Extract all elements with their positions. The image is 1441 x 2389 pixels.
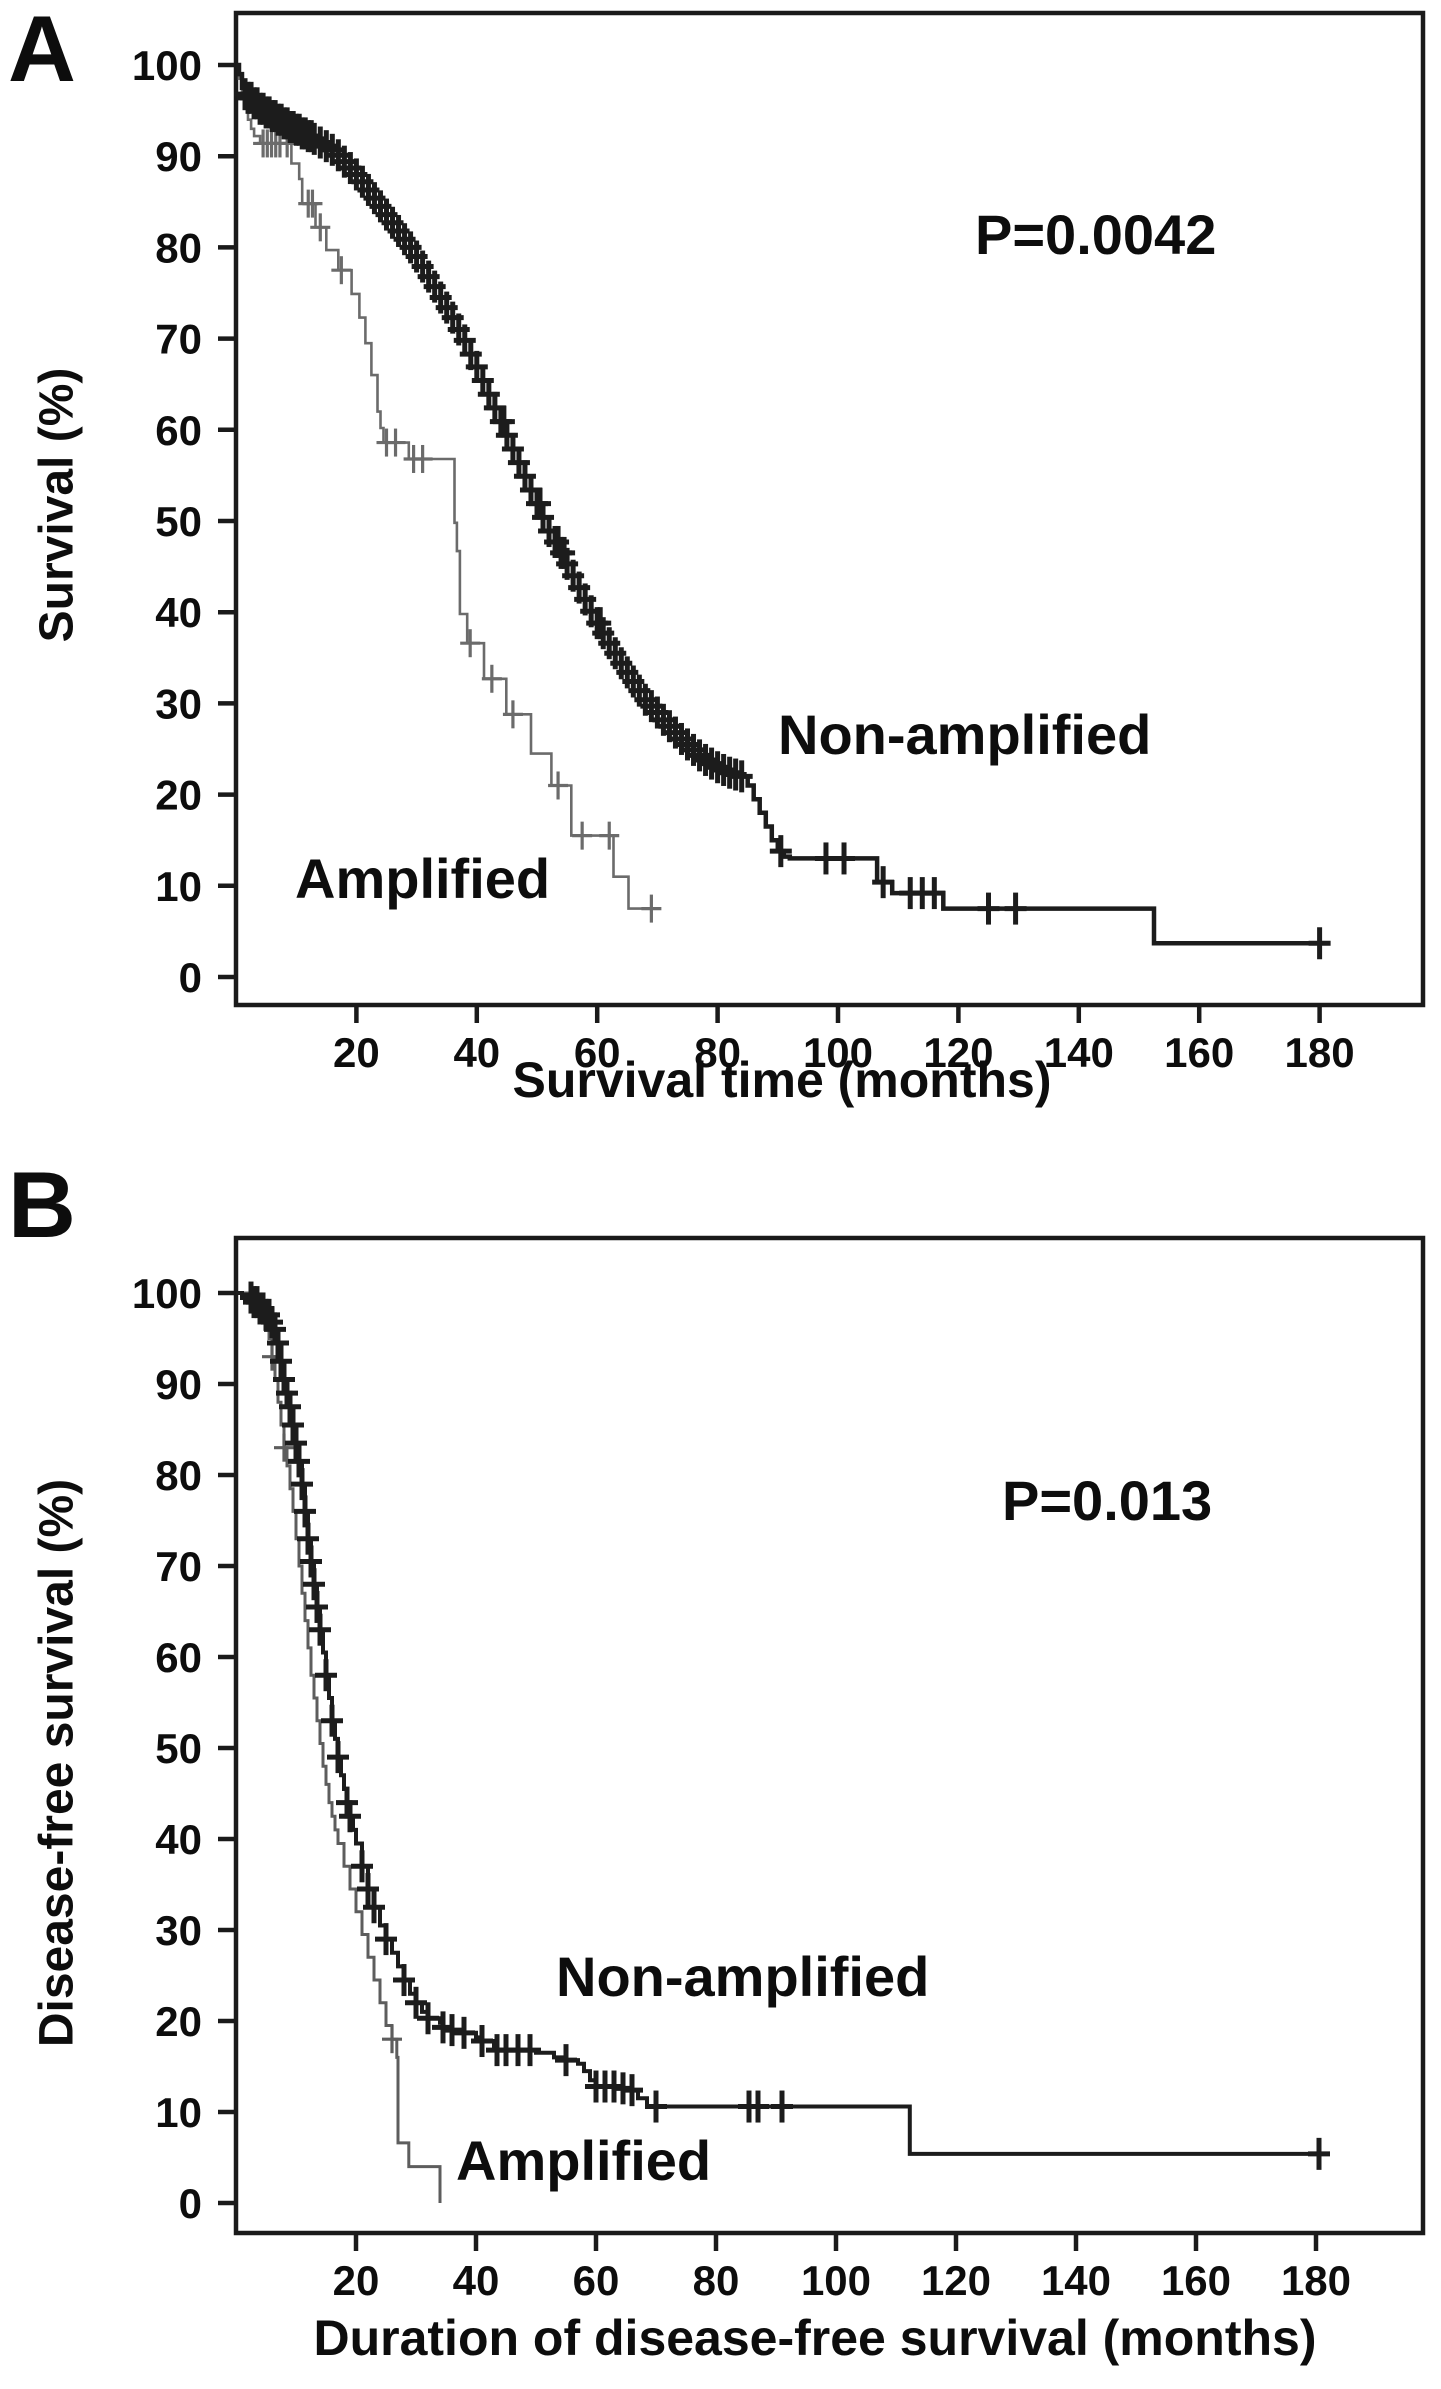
panel-b-x-tick-label: 140 [1041, 2257, 1111, 2304]
panel-b-curve-non-amplified [236, 1291, 1322, 2156]
panel-b-x-tick-label: 80 [693, 2257, 740, 2304]
panel-b-x-tick-label: 180 [1281, 2257, 1351, 2304]
panel-a-plot-border [233, 10, 1426, 1008]
panel-a-y-tick-label: 0 [179, 954, 202, 1001]
panel-a-x-tick-label: 120 [923, 1029, 993, 1076]
panel-b-y-tick-label: 70 [155, 1543, 202, 1590]
panel-a-y-tick-label: 60 [155, 407, 202, 454]
panel-a-y-tick-label: 90 [155, 133, 202, 180]
panel-b-x-tick-label: 100 [801, 2257, 871, 2304]
panel-b-p-value: P=0.013 [1002, 1469, 1213, 1532]
panel-a-x-tick-label: 80 [694, 1029, 741, 1076]
panel-b-plot-border [233, 1235, 1426, 2236]
panel-b-y-tick-label: 0 [179, 2180, 202, 2227]
panel-b-x-tick-label: 60 [573, 2257, 620, 2304]
panel-a-curve-amplified [236, 63, 658, 910]
panel-a-y-tick-label: 80 [155, 224, 202, 271]
panel-a-y-tick-label: 30 [155, 680, 202, 727]
panel-b-y-axis-title: Disease-free survival (%) [30, 1478, 84, 2048]
panel-a-x-tick-label: 140 [1044, 1029, 1114, 1076]
panel-b-y-tick-label: 30 [155, 1907, 202, 1954]
panel-b-curve-amplified [236, 1291, 442, 2203]
panel-a-y-tick-label: 20 [155, 772, 202, 819]
panel-a-y-axis-title: Survival (%) [30, 367, 84, 643]
panel-b-y-tick-label: 40 [155, 1816, 202, 1863]
panel-a-x-tick-label: 180 [1285, 1029, 1355, 1076]
panel-a-p-value: P=0.0042 [975, 203, 1217, 266]
panel-a-x-tick-label: 100 [803, 1029, 873, 1076]
panel-a-amplified-curve-label: Amplified [295, 847, 551, 910]
panel-a-y-tick-label: 70 [155, 316, 202, 363]
panel-b-x-tick-label: 20 [333, 2257, 380, 2304]
panel-a-x-tick-label: 160 [1164, 1029, 1234, 1076]
panel-a-x-tick-label: 60 [574, 1029, 621, 1076]
panel-b-y-tick-label: 90 [155, 1361, 202, 1408]
panel-a-curve-non-amplified [236, 62, 1326, 946]
panel-b-y-tick-label: 80 [155, 1452, 202, 1499]
panel-a-label: A [8, 0, 76, 101]
panel-a-y-tick-label: 10 [155, 863, 202, 910]
panel-b-y-tick-label: 60 [155, 1634, 202, 1681]
panel-b-y-tick-label: 50 [155, 1725, 202, 1772]
panel-b-x-tick-label: 120 [921, 2257, 991, 2304]
panel-b-y-tick-label: 10 [155, 2089, 202, 2136]
panel-b-y-tick-label: 100 [132, 1270, 202, 1317]
panel-b-label: B [8, 1152, 76, 1257]
panel-b-x-tick-label: 40 [453, 2257, 500, 2304]
panel-a-y-tick-label: 100 [132, 42, 202, 89]
panel-b-amplified-curve-label: Amplified [456, 2129, 712, 2192]
panel-b-y-tick-label: 20 [155, 1998, 202, 2045]
panel-a-x-axis-title: Survival time (months) [512, 1052, 1052, 1108]
panel-b-non-amplified-curve-label: Non-amplified [556, 1945, 930, 2008]
panel-a-x-tick-label: 20 [333, 1029, 380, 1076]
panel-a-y-tick-label: 50 [155, 498, 202, 545]
panel-a-y-tick-label: 40 [155, 589, 202, 636]
panel-b-x-tick-label: 160 [1161, 2257, 1231, 2304]
panel-a-non-amplified-curve-label: Non-amplified [778, 703, 1152, 766]
panel-b-x-axis-title: Duration of disease-free survival (month… [313, 2310, 1317, 2366]
panel-a-x-tick-label: 40 [453, 1029, 500, 1076]
